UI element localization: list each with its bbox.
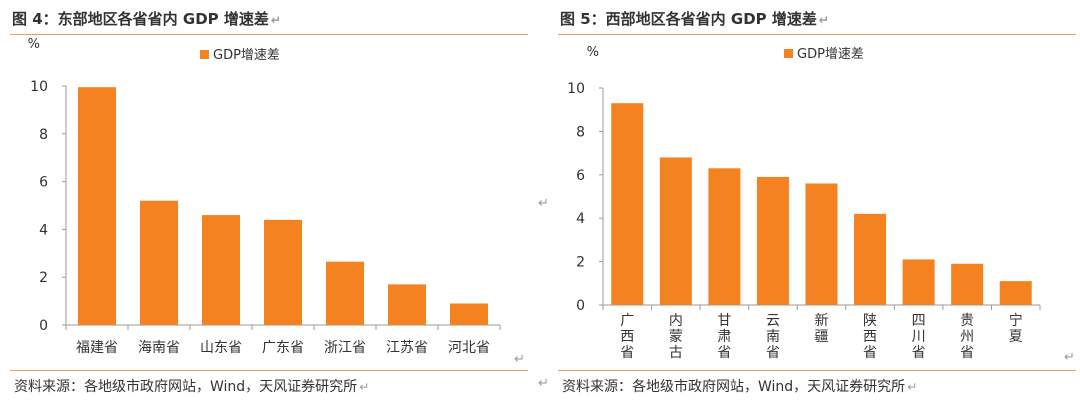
return-mark-icon: ↵: [514, 352, 525, 367]
bar: [999, 281, 1032, 305]
x-tick-label: 新疆: [815, 313, 829, 345]
y-tick-label: 8: [576, 124, 585, 140]
bar: [805, 183, 838, 305]
source-divider: [558, 370, 1076, 371]
x-tick-label: 陕西省: [863, 313, 877, 361]
chart-panel-west: 图 5：西部地区各省省内 GDP 增速差 ↵ % GDP增速差 0 2 4 6 8 10 广西省 内…: [548, 0, 1080, 409]
y-tick-label: 0: [576, 298, 585, 314]
bar: [140, 200, 178, 325]
x-tick-label: 宁夏: [1009, 312, 1023, 345]
legend-label: GDP增速差: [213, 48, 280, 63]
bar: [951, 263, 984, 305]
bar-chart-east: % GDP增速差 0 2 4 6 8 10 福建省 海南省 山东省 广东省 浙江省 江苏省 河北省: [28, 37, 501, 356]
y-tick-label: 10: [30, 79, 48, 95]
bar: [756, 176, 789, 305]
y-tick-label: 6: [39, 175, 48, 191]
y-axis-label: %: [28, 37, 40, 52]
figure-title: 图 5：西部地区各省省内 GDP 增速差 ↵: [560, 10, 829, 28]
legend-swatch: [200, 50, 209, 59]
x-tick-label: 四川省: [912, 313, 926, 361]
source-note: 资料来源：各地级市政府网站，Wind，天风证券研究所 ↵: [562, 379, 918, 395]
bar: [902, 259, 935, 305]
bar: [708, 168, 741, 305]
x-tick-label: 海南省: [138, 340, 180, 356]
y-tick-label: 2: [39, 270, 48, 286]
chart-panel-east: 图 4：东部地区各省省内 GDP 增速差 ↵ % GDP增速差 0 2 4 6 8 10 福建省 海…: [0, 0, 532, 409]
y-tick-label: 2: [576, 255, 585, 271]
y-axis-label: %: [587, 45, 599, 60]
bar: [450, 303, 488, 325]
title-divider: [558, 34, 1076, 35]
x-tick-label: 福建省: [76, 340, 118, 356]
bar: [388, 284, 426, 325]
bar-chart-west: % GDP增速差 0 2 4 6 8 10 广西省 内蒙古 甘肃省 云南省 新疆 陕西省 四川省 贵州省 宁夏: [567, 45, 1041, 361]
return-mark-icon: ↵: [538, 196, 549, 211]
source-note: 资料来源：各地级市政府网站，Wind，天风证券研究所 ↵: [14, 379, 370, 395]
x-tick-label: 浙江省: [324, 340, 366, 356]
y-tick-label: 10: [567, 81, 585, 97]
title-divider: [10, 34, 528, 35]
return-mark-icon: ↵: [538, 376, 549, 391]
x-tick-label: 山东省: [200, 340, 242, 356]
y-tick-label: 8: [39, 127, 48, 143]
y-tick-label: 0: [39, 318, 48, 334]
x-tick-label: 江苏省: [386, 340, 428, 356]
x-tick-label: 内蒙古: [669, 313, 683, 361]
bar: [326, 261, 364, 325]
bar: [78, 87, 116, 325]
y-tick-label: 6: [576, 168, 585, 184]
y-tick-label: 4: [576, 211, 585, 227]
bar: [854, 213, 887, 305]
legend-swatch: [784, 49, 793, 58]
x-tick-label: 广西省: [620, 313, 634, 361]
x-tick-label: 贵州省: [960, 313, 974, 361]
x-tick-label: 云南省: [766, 313, 780, 361]
bar: [202, 215, 240, 325]
source-divider: [10, 370, 528, 371]
x-tick-label: 甘肃省: [717, 313, 731, 361]
bar: [611, 103, 644, 305]
x-tick-label: 河北省: [448, 340, 490, 356]
y-tick-label: 4: [39, 222, 48, 238]
return-mark-icon: ↵: [1064, 350, 1075, 365]
figure-title: 图 4：东部地区各省省内 GDP 增速差 ↵: [12, 10, 281, 28]
bar: [659, 157, 692, 305]
x-tick-label: 广东省: [262, 340, 304, 356]
legend-label: GDP增速差: [797, 47, 864, 62]
bar: [264, 219, 302, 325]
